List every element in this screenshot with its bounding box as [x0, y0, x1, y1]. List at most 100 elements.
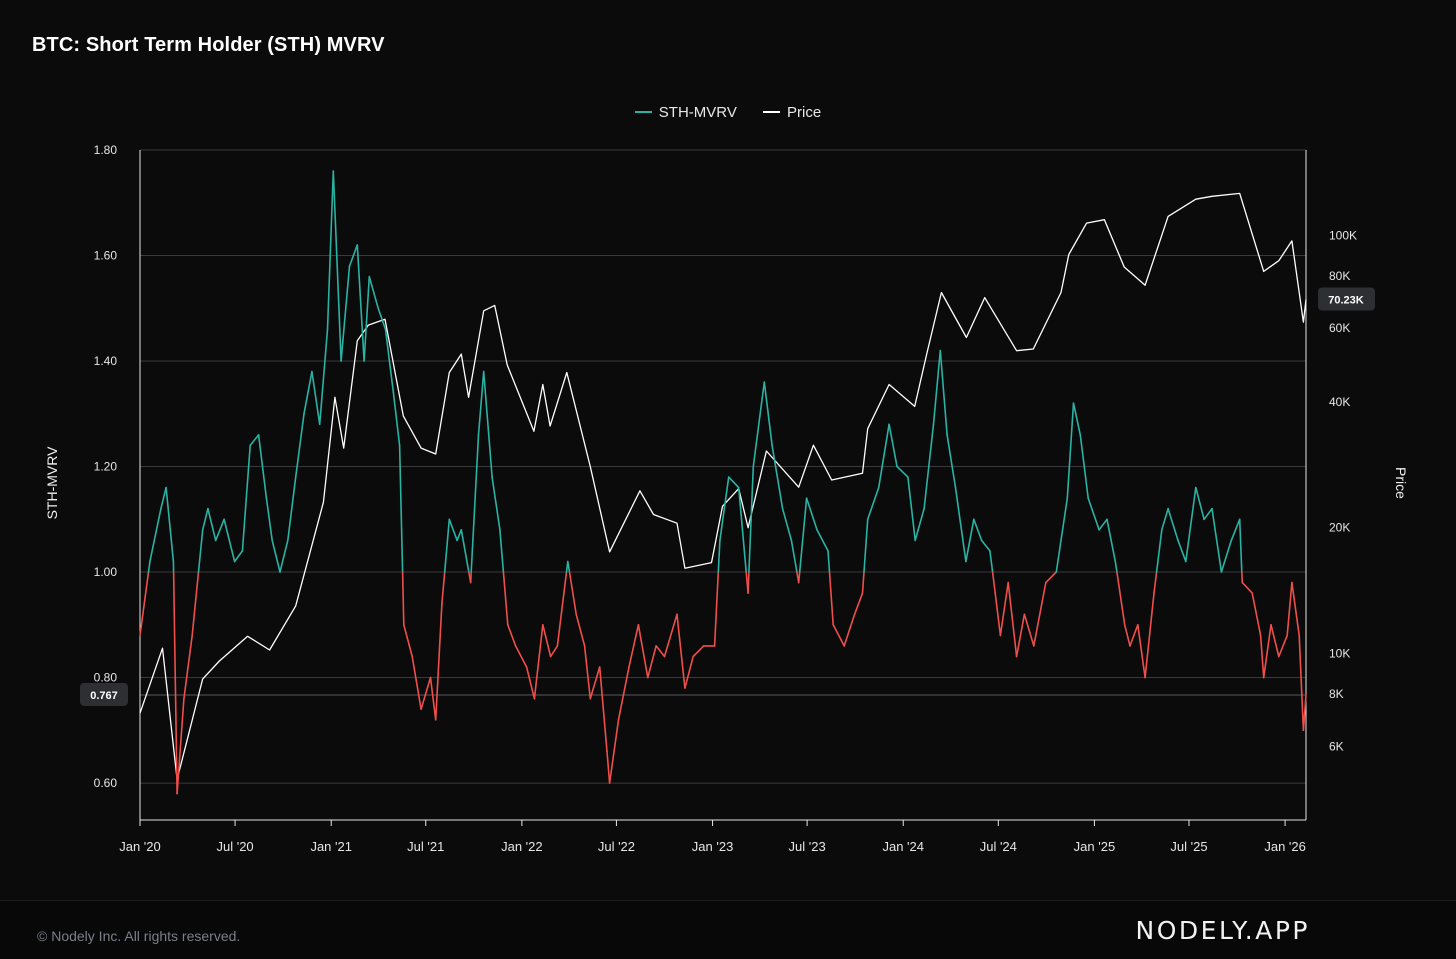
sth-mvrv-segment: [585, 646, 591, 699]
sth-mvrv-segment: [1099, 519, 1107, 530]
brand-logo[interactable]: NODELY.APP: [1136, 916, 1310, 945]
sth-mvrv-segment: [915, 509, 924, 541]
sth-mvrv-segment: [272, 540, 280, 572]
sth-mvrv-segment: [1157, 530, 1162, 572]
sth-mvrv-segment: [369, 277, 378, 309]
sth-mvrv-segment: [250, 435, 258, 446]
sth-mvrv-segment: [1261, 635, 1264, 677]
sth-mvrv-segment: [1252, 593, 1260, 635]
sth-mvrv-segment: [224, 519, 235, 561]
axes: [140, 150, 1306, 826]
sth-mvrv-segment: [449, 519, 457, 540]
sth-mvrv-segment: [807, 498, 817, 530]
y-left-axis-title: STH-MVRV: [44, 446, 60, 520]
sth-mvrv-segment: [897, 467, 908, 478]
sth-mvrv-segment: [177, 699, 184, 794]
sth-mvrv-segment: [830, 572, 834, 625]
sth-mvrv-segment: [471, 435, 478, 572]
sth-mvrv-segment: [320, 329, 328, 424]
sth-mvrv-segment: [800, 498, 807, 572]
sth-mvrv-segment: [739, 488, 747, 572]
y-left-tick-label: 1.20: [94, 460, 118, 474]
sth-mvrv-segment: [656, 646, 664, 657]
sth-mvrv-segment: [1024, 614, 1033, 646]
last-value-label-right: 70.23K: [1328, 295, 1364, 307]
sth-mvrv-segment: [753, 382, 764, 466]
sth-mvrv-segment: [855, 593, 863, 614]
sth-mvrv-segment: [312, 372, 320, 425]
sth-mvrv-segment: [500, 530, 504, 572]
sth-mvrv-segment: [421, 678, 430, 710]
sth-mvrv-segment: [508, 625, 516, 646]
x-tick-label: Jan '26: [1264, 839, 1306, 854]
x-tick-label: Jan '25: [1074, 839, 1116, 854]
y-left-tick-label: 1.40: [94, 354, 118, 368]
y-left-tick-label: 1.80: [94, 143, 118, 157]
sth-mvrv-segment: [199, 530, 203, 572]
sth-mvrv-segment: [764, 382, 772, 445]
sth-mvrv-segment: [1264, 625, 1271, 678]
sth-mvrv-segment: [990, 551, 993, 572]
sth-mvrv-segment: [1115, 562, 1117, 573]
sth-mvrv-segment: [516, 646, 527, 667]
sth-mvrv-segment: [1162, 509, 1168, 530]
sth-mvrv-segment: [1088, 498, 1099, 530]
sth-mvrv-segment: [772, 445, 783, 508]
sth-mvrv-segment: [341, 266, 349, 361]
sth-mvrv-segment: [607, 751, 610, 783]
sth-mvrv-segment: [1240, 519, 1242, 572]
sth-mvrv-segment: [720, 477, 729, 540]
y-left-tick-label: 1.60: [94, 249, 118, 263]
y-right-axis-title: Price: [1393, 467, 1409, 499]
x-tick-label: Jul '23: [789, 839, 826, 854]
sth-mvrv-segment: [1125, 625, 1130, 646]
sth-mvrv-segment: [677, 614, 685, 688]
sth-mvrv-segment: [471, 572, 472, 583]
sth-mvrv-segment: [1196, 488, 1204, 520]
sth-mvrv-segment: [1000, 583, 1008, 636]
y-right-tick-label: 80K: [1329, 269, 1350, 283]
sth-mvrv-segment: [783, 509, 792, 541]
sth-mvrv-segment: [393, 393, 399, 446]
sth-mvrv-segment: [1168, 509, 1178, 541]
sth-mvrv-segment: [184, 635, 192, 698]
sth-mvrv-segment: [1074, 403, 1081, 435]
sth-mvrv-segment: [557, 572, 566, 646]
x-tick-label: Jul '25: [1170, 839, 1207, 854]
sth-mvrv-segment: [1221, 540, 1231, 572]
sth-mvrv-segment: [484, 372, 492, 478]
sth-mvrv-segment: [1056, 498, 1067, 572]
x-tick-label: Jan '21: [310, 839, 352, 854]
sth-mvrv-segment: [685, 657, 693, 689]
sth-mvrv-segment: [1107, 519, 1115, 561]
sth-mvrv-segment: [863, 572, 865, 593]
sth-mvrv-segment: [868, 488, 879, 520]
sth-mvrv-segment: [610, 720, 619, 783]
y-left-tick-label: 0.60: [94, 776, 118, 790]
sth-mvrv-segment: [492, 477, 500, 530]
sth-mvrv-segment: [799, 572, 800, 583]
sth-mvrv-segment: [328, 171, 334, 329]
last-value-label-left: 0.767: [90, 690, 118, 702]
sth-mvrv-segment: [828, 551, 830, 572]
sth-mvrv-segment: [889, 424, 897, 466]
sth-mvrv-segment: [280, 540, 288, 572]
x-tick-label: Jul '21: [407, 839, 444, 854]
sth-mvrv-segment: [966, 519, 974, 561]
sth-mvrv-segment: [534, 625, 542, 699]
chart-plot[interactable]: 0.600.801.001.201.401.601.806K8K10K20K40…: [0, 0, 1456, 900]
sth-mvrv-segment: [1271, 625, 1279, 657]
sth-mvrv-segment: [404, 625, 412, 657]
sth-mvrv-segment: [1204, 509, 1212, 520]
sth-mvrv-segment: [1242, 583, 1252, 594]
sth-mvrv-segment: [864, 519, 868, 572]
sth-mvrv-segment: [619, 667, 630, 720]
x-tick-label: Jan '22: [501, 839, 543, 854]
sth-mvrv-segment: [1067, 403, 1073, 498]
sth-mvrv-segment: [934, 351, 941, 425]
sth-mvrv-segment: [479, 372, 484, 435]
sth-mvrv-segment: [1046, 572, 1057, 583]
sth-mvrv-segment: [947, 435, 955, 488]
sth-mvrv-segment: [648, 646, 656, 678]
sth-mvrv-segment: [1154, 572, 1157, 593]
